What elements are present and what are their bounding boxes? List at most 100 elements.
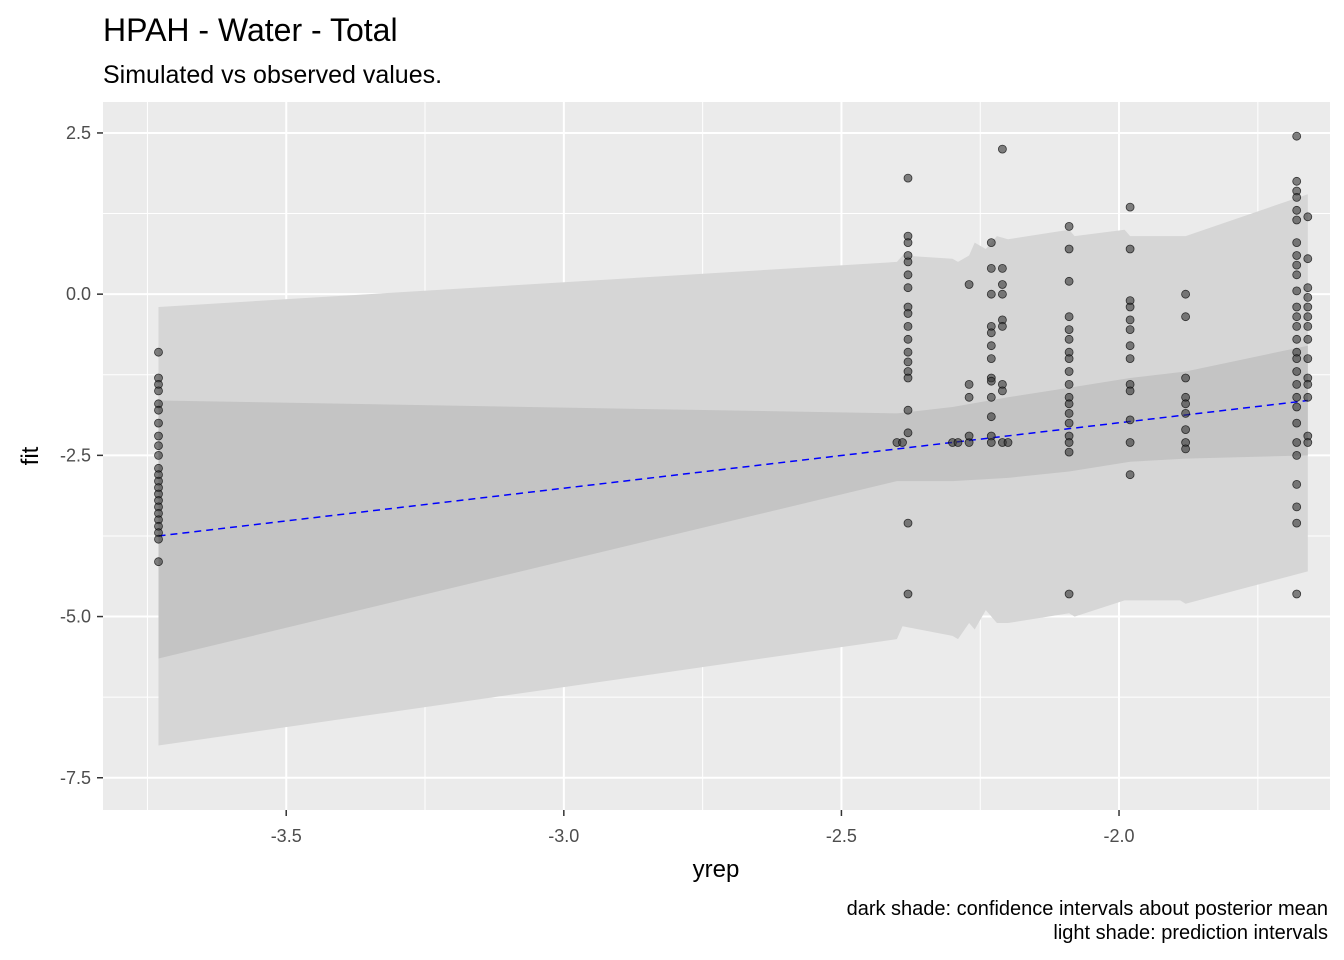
data-point	[1064, 418, 1074, 428]
data-point	[986, 263, 996, 273]
data-point	[1292, 438, 1302, 447]
x-axis-title: yrep	[693, 856, 740, 883]
data-point	[1292, 379, 1302, 389]
data-point	[1125, 302, 1135, 312]
data-point	[1064, 312, 1074, 322]
data-point	[1303, 334, 1313, 344]
data-point	[1292, 176, 1302, 186]
data-point	[986, 354, 996, 364]
data-point	[1125, 386, 1135, 396]
data-point	[154, 441, 163, 451]
chart-subtitle: Simulated vs observed values.	[103, 61, 443, 89]
data-point	[903, 373, 913, 383]
data-point	[1125, 415, 1135, 425]
data-point	[1125, 315, 1135, 325]
data-point	[998, 280, 1007, 289]
y-tick-label: 2.5	[66, 123, 91, 143]
data-point	[998, 386, 1007, 396]
data-point	[903, 518, 913, 528]
data-point	[903, 321, 913, 331]
data-point	[903, 238, 913, 248]
data-point	[1064, 399, 1074, 409]
data-point	[1292, 367, 1302, 376]
data-point	[1125, 325, 1135, 335]
data-point	[1292, 270, 1302, 280]
data-point	[1303, 379, 1313, 389]
data-point	[986, 289, 996, 299]
data-point	[1292, 392, 1302, 402]
data-point	[964, 280, 974, 289]
data-point	[903, 173, 913, 183]
y-tick-label: 0.0	[66, 284, 91, 304]
data-point	[986, 438, 996, 447]
data-point	[1125, 244, 1135, 254]
data-point	[903, 257, 913, 267]
data-point	[1125, 202, 1135, 212]
data-point	[964, 379, 974, 389]
data-point	[1064, 354, 1074, 364]
data-point	[953, 438, 963, 447]
data-point	[1003, 438, 1013, 447]
data-point	[1125, 438, 1135, 447]
data-point	[154, 418, 163, 428]
data-point	[154, 431, 163, 441]
caption-line-1: dark shade: confidence intervals about p…	[846, 898, 1328, 920]
data-point	[1303, 283, 1313, 293]
data-point	[903, 405, 913, 415]
data-point	[1303, 392, 1313, 402]
data-point	[1292, 251, 1302, 260]
data-point	[1064, 408, 1074, 418]
data-point	[1125, 470, 1135, 480]
data-point	[1303, 354, 1313, 364]
y-tick-label: -7.5	[60, 768, 91, 788]
data-point	[1292, 502, 1302, 512]
data-point	[1292, 302, 1302, 312]
data-point	[964, 392, 974, 402]
data-point	[1064, 276, 1074, 286]
data-point	[1303, 302, 1313, 312]
y-axis-title: fit	[17, 446, 44, 465]
data-point	[1303, 292, 1313, 302]
data-point	[1303, 212, 1313, 222]
data-point	[898, 438, 907, 447]
trend-line	[158, 399, 1308, 537]
data-point	[1292, 450, 1302, 460]
chart-title: HPAH - Water - Total	[103, 12, 398, 48]
data-point	[154, 405, 163, 415]
data-point	[1292, 238, 1302, 248]
data-point	[1181, 408, 1190, 418]
data-point	[1292, 192, 1302, 202]
data-points	[154, 131, 1313, 599]
data-point	[998, 144, 1007, 154]
data-point	[1303, 321, 1313, 331]
data-point	[903, 428, 913, 438]
data-point	[986, 376, 996, 386]
x-tick-label: -3.0	[548, 826, 579, 846]
data-point	[1292, 334, 1302, 344]
data-point	[1064, 334, 1074, 344]
data-point	[1064, 367, 1074, 376]
data-point	[1292, 205, 1302, 215]
data-point	[154, 450, 163, 460]
data-point	[1292, 321, 1302, 331]
data-point	[1064, 589, 1074, 599]
data-point	[1292, 518, 1302, 528]
x-tick-label: -2.5	[826, 826, 857, 846]
data-point	[1292, 402, 1302, 412]
data-point	[986, 341, 996, 351]
trend-line-group	[158, 399, 1308, 537]
data-point	[1292, 260, 1302, 270]
caption-line-2: light shade: prediction intervals	[1053, 922, 1328, 944]
data-point	[986, 392, 996, 402]
data-point	[1125, 341, 1135, 351]
x-tick-label: -3.5	[271, 826, 302, 846]
data-point	[1181, 312, 1190, 322]
data-point	[1181, 425, 1190, 435]
interval-bands	[158, 194, 1308, 746]
data-point	[903, 283, 913, 293]
y-tick-label: -2.5	[60, 445, 91, 465]
data-point	[998, 263, 1007, 273]
data-point	[1303, 438, 1313, 447]
data-point	[1292, 131, 1302, 141]
